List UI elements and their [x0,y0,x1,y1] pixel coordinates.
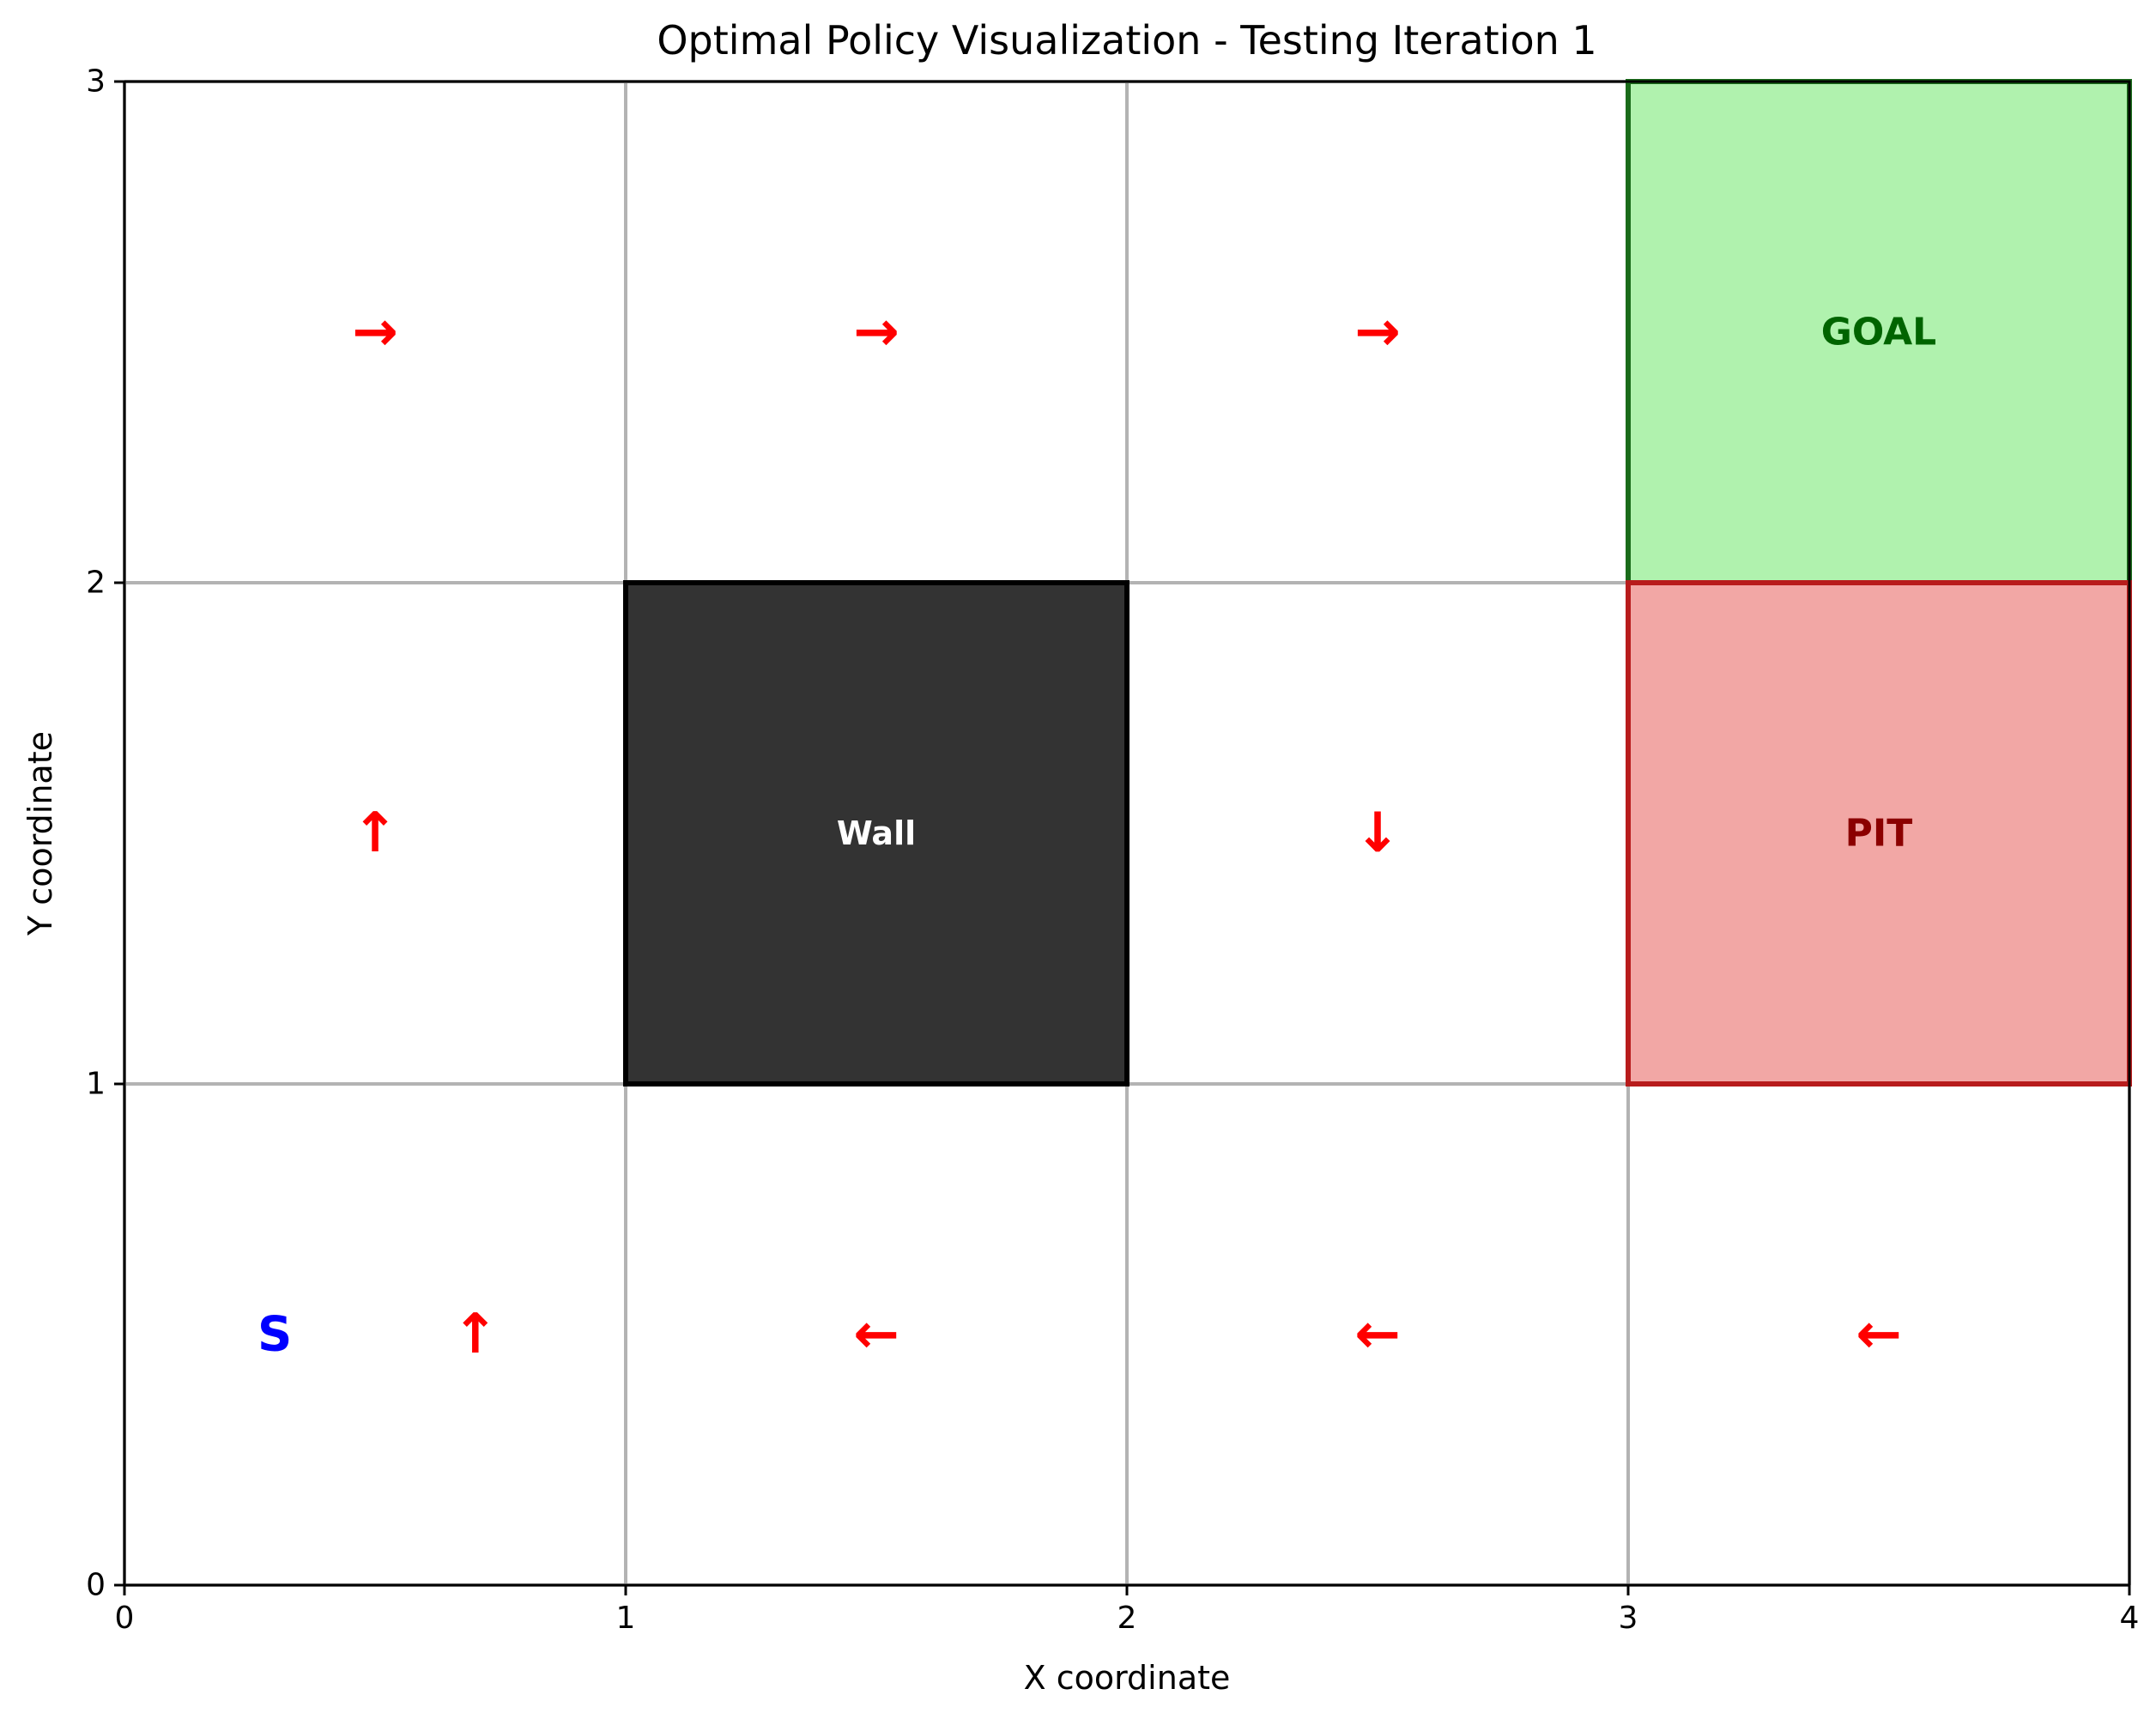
policy-arrow: ← [853,1303,899,1366]
y-tick-label: 1 [86,1067,106,1102]
policy-arrow: → [1354,300,1401,364]
pit-cell [1628,583,2129,1084]
axis-ticks: 0 1 2 3 4 0 1 2 3 [86,64,2139,1637]
x-axis-label: X coordinate [1024,1659,1231,1697]
y-tick-label: 2 [86,566,106,601]
x-tick-label: 4 [2120,1601,2140,1636]
y-tick-label: 0 [86,1568,106,1603]
policy-arrow: ↑ [452,1303,499,1366]
policy-marks: S → → → ↑ ↓ ↑ ← ← ← [257,300,1902,1366]
policy-arrow: ↑ [352,802,398,865]
wall-cell-border [623,580,1129,1087]
special-cells [626,82,2129,1084]
start-marker: S [257,1307,292,1363]
goal-label: GOAL [1821,311,1936,354]
y-tick-label: 3 [86,64,106,100]
policy-arrow: ← [1354,1303,1401,1366]
wall-cell [626,583,1127,1084]
policy-arrow: → [352,300,398,364]
policy-arrow: → [853,300,899,364]
wall-label: Wall [837,814,916,852]
policy-arrow: ↓ [1354,802,1401,865]
x-tick-label: 1 [616,1601,636,1636]
x-tick-label: 2 [1117,1601,1137,1636]
x-tick-label: 0 [115,1601,135,1636]
pit-label: PIT [1845,812,1913,856]
y-axis-label: Y coordinate [21,731,59,936]
policy-arrow: ← [1856,1303,1902,1366]
goal-cell [1628,82,2129,583]
x-tick-label: 3 [1619,1601,1638,1636]
chart-title: Optimal Policy Visualization - Testing I… [657,17,1596,64]
